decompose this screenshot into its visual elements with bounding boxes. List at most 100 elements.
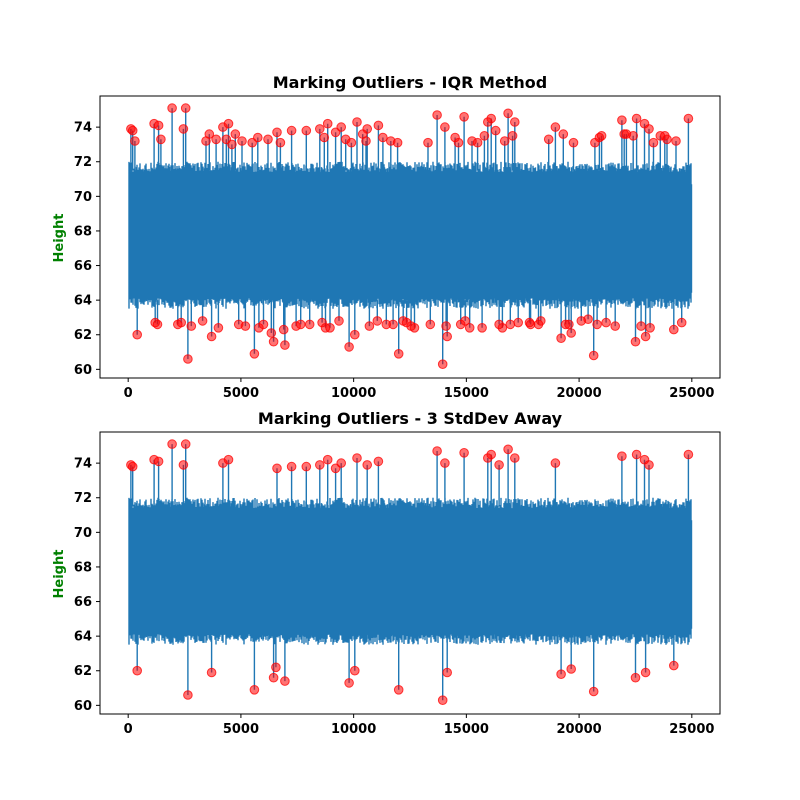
y-tick-label: 66 <box>74 595 92 610</box>
outlier-marker <box>486 449 497 460</box>
outlier-marker <box>503 444 513 455</box>
outlier-marker <box>268 672 279 683</box>
outlier-marker <box>588 686 599 697</box>
x-tick-label: 25000 <box>669 386 714 401</box>
x-tick-label: 10000 <box>331 386 376 401</box>
outlier-marker <box>640 667 651 678</box>
outlier-marker <box>315 124 325 134</box>
outlier-marker <box>132 665 142 676</box>
outlier-marker <box>352 453 362 463</box>
outlier-marker <box>180 103 191 113</box>
x-tick-label: 10000 <box>331 722 376 737</box>
outlier-marker <box>588 350 599 361</box>
outlier-marker <box>630 672 641 683</box>
outlier-marker <box>153 120 164 131</box>
y-tick-label: 62 <box>74 328 92 343</box>
outlier-marker <box>268 336 279 347</box>
outlier-marker <box>263 134 273 145</box>
y-tick-label: 74 <box>74 121 92 136</box>
data-line-series <box>128 444 693 701</box>
y-tick-label: 74 <box>74 457 92 472</box>
outlier-marker <box>393 685 404 695</box>
outlier-marker <box>440 458 450 468</box>
y-tick-label: 68 <box>74 224 92 239</box>
outlier-marker <box>425 319 436 330</box>
outlier-marker <box>617 115 627 125</box>
outlier-marker <box>272 463 282 474</box>
outlier-marker <box>156 134 166 145</box>
y-axis-label: Height <box>52 550 67 599</box>
outlier-marker <box>322 118 333 129</box>
outlier-marker <box>499 136 510 146</box>
outlier-marker <box>132 329 142 340</box>
x-tick-label: 15000 <box>444 722 489 737</box>
outlier-marker <box>176 317 186 328</box>
outlier-marker <box>213 323 224 333</box>
outlier-marker <box>442 331 453 342</box>
outlier-marker <box>167 439 177 449</box>
outlier-marker <box>459 112 469 122</box>
axes-frame <box>99 95 721 379</box>
outlier-marker <box>344 678 354 688</box>
y-tick-label: 64 <box>74 294 92 309</box>
outlier-marker <box>566 328 577 338</box>
outlier-marker <box>442 667 453 678</box>
outlier-marker <box>275 137 286 148</box>
outlier-marker <box>558 129 569 139</box>
chart-3-stddev: Marking Outliers - 3 StdDev Away Height … <box>52 409 721 737</box>
outlier-marker <box>601 317 611 328</box>
outlier-marker <box>344 342 354 352</box>
outlier-marker <box>372 316 383 326</box>
outlier-marker <box>568 137 579 148</box>
outlier-marker <box>513 317 524 328</box>
outlier-marker <box>631 113 642 124</box>
outlier-marker <box>636 321 646 331</box>
x-tick-label: 5000 <box>223 722 259 737</box>
outlier-marker <box>683 449 694 460</box>
outlier-marker <box>206 667 217 678</box>
outlier-marker <box>388 319 398 330</box>
outlier-marker <box>315 460 325 470</box>
outlier-marker <box>197 316 208 326</box>
outlier-marker <box>295 319 306 330</box>
outlier-marker <box>230 129 241 139</box>
outlier-marker <box>409 323 420 333</box>
outlier-marker <box>350 665 360 676</box>
y-tick-label: 60 <box>74 363 92 378</box>
outlier-marker <box>497 323 508 333</box>
outlier-marker <box>432 446 442 456</box>
outlier-marker <box>280 676 290 686</box>
outlier-marker <box>486 113 497 124</box>
outlier-marker <box>211 134 221 145</box>
outlier-marker <box>596 131 607 141</box>
outlier-marker <box>630 336 641 347</box>
outlier-marker <box>645 323 655 333</box>
outlier-marker <box>266 328 277 338</box>
outlier-marker <box>286 461 297 472</box>
outlier-marker <box>373 120 384 131</box>
x-tick-label: 0 <box>124 722 133 737</box>
outlier-marker <box>204 129 215 139</box>
outlier-marker <box>610 321 621 331</box>
outlier-marker <box>669 324 679 335</box>
outlier-marker <box>153 456 164 467</box>
outlier-marker <box>556 333 566 344</box>
outlier-marker <box>479 131 490 141</box>
outlier-marker <box>564 319 574 330</box>
outlier-marker <box>423 137 433 148</box>
outlier-marker <box>507 131 518 141</box>
outlier-marker <box>617 451 627 462</box>
outlier-marker <box>183 354 193 364</box>
x-tick-label: 25000 <box>669 722 714 737</box>
outlier-marker <box>566 664 577 674</box>
outlier-marker <box>346 137 357 148</box>
outlier-marker <box>325 323 335 333</box>
outlier-marker <box>127 461 138 472</box>
y-tick-label: 70 <box>74 190 92 205</box>
outlier-marker <box>249 349 260 359</box>
outlier-marker <box>505 319 516 330</box>
outlier-marker <box>362 124 373 134</box>
outlier-marker <box>671 136 681 146</box>
outlier-marker <box>472 137 483 148</box>
y-tick-label: 62 <box>74 664 92 679</box>
